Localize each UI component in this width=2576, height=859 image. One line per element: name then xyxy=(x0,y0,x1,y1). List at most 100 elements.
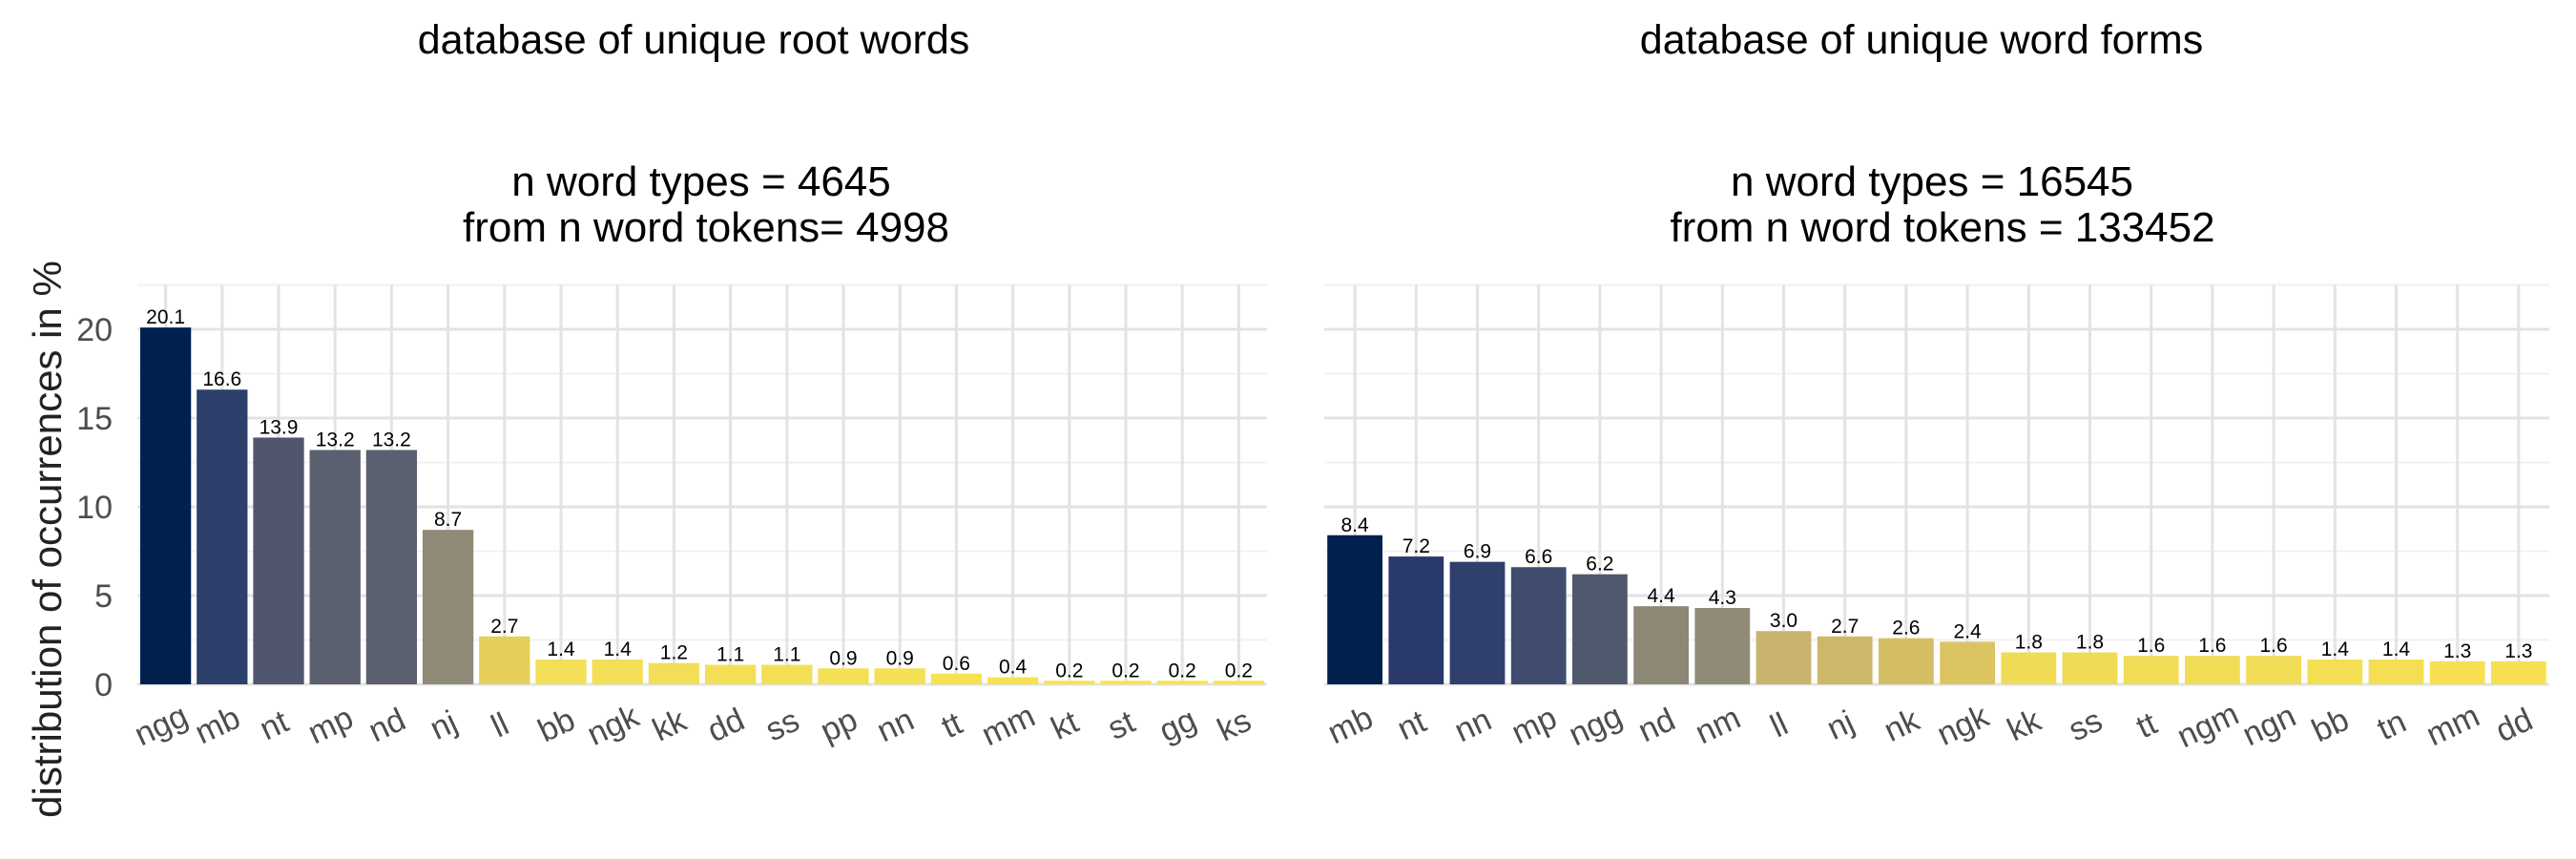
value-label-bb: 1.4 xyxy=(547,639,575,660)
value-label-tn: 1.4 xyxy=(2382,639,2411,660)
x-tick-label-nm: nm xyxy=(1690,700,1746,751)
value-label-tt: 1.6 xyxy=(2137,635,2165,657)
x-tick-label-ngk: ngk xyxy=(582,698,646,753)
x-tick-label-mp: mp xyxy=(302,700,359,751)
y-tick-label: 10 xyxy=(76,490,113,526)
value-label-nn: 6.9 xyxy=(1464,541,1491,563)
value-label-nt: 7.2 xyxy=(1402,535,1430,557)
panel-title-left: database of unique root words xyxy=(417,17,970,63)
value-label-mp: 6.6 xyxy=(1525,546,1552,568)
x-tick-label-ngn: ngn xyxy=(2237,698,2301,753)
x-tick-label-nd: nd xyxy=(364,702,411,749)
bar-bb xyxy=(2307,659,2363,684)
y-tick-label: 5 xyxy=(94,578,113,615)
x-tick-label-mb: mb xyxy=(190,700,246,751)
bar-ngg xyxy=(1572,574,1628,684)
bar-nk xyxy=(1879,638,1934,684)
bar-mm xyxy=(2429,660,2485,684)
value-label-nd: 13.2 xyxy=(372,429,411,450)
x-tick-label-ss: ss xyxy=(760,702,805,749)
bar-st xyxy=(1100,681,1152,684)
bar-mm xyxy=(987,677,1039,684)
x-tick-label-bb: bb xyxy=(2306,702,2354,749)
value-label-nn: 0.9 xyxy=(886,647,914,669)
x-tick-label-mp: mp xyxy=(1506,700,1563,751)
bar-nj xyxy=(1817,636,1873,684)
value-label-ss: 1.1 xyxy=(773,644,800,666)
panel-subtitle-left-line2: from n word tokens= 4998 xyxy=(463,204,949,251)
x-tick-label-tt: tt xyxy=(2130,705,2163,746)
bar-gg xyxy=(1156,681,1208,684)
bar-bb xyxy=(535,659,587,684)
bar-ngk xyxy=(592,659,643,684)
bar-mp xyxy=(309,450,361,684)
x-tick-label-nj: nj xyxy=(1821,703,1859,747)
bar-mp xyxy=(1510,567,1567,684)
x-tick-label-mm: mm xyxy=(2420,698,2484,753)
y-tick-label: 0 xyxy=(94,667,113,703)
x-tick-label-ss: ss xyxy=(2063,702,2108,749)
bar-ss xyxy=(761,664,813,684)
value-label-nj: 8.7 xyxy=(434,509,462,531)
y-tick-label: 20 xyxy=(76,312,113,348)
value-label-tt: 0.6 xyxy=(943,653,970,675)
x-tick-label-kk: kk xyxy=(2002,702,2047,748)
bar-tt xyxy=(2123,656,2179,684)
panel-subtitle-right-line2: from n word tokens = 133452 xyxy=(1670,204,2215,251)
value-label-ngm: 1.6 xyxy=(2198,635,2226,657)
x-tick-label-nt: nt xyxy=(254,703,294,748)
bar-ks xyxy=(1213,681,1265,684)
x-tick-label-mm: mm xyxy=(976,698,1040,753)
bar-pp xyxy=(818,668,869,684)
bar-mb xyxy=(197,389,248,684)
value-label-dd: 1.1 xyxy=(717,644,744,666)
bar-nt xyxy=(1388,556,1444,684)
value-label-ngg: 20.1 xyxy=(146,306,185,328)
x-tick-label-ngg: ngg xyxy=(1564,698,1628,753)
x-tick-label-nn: nn xyxy=(871,702,919,749)
bar-nn xyxy=(874,668,925,684)
x-tick-label-nn: nn xyxy=(1449,702,1497,749)
panel-subtitle-right-line1: n word types = 16545 xyxy=(1731,158,2133,205)
value-label-mb: 16.6 xyxy=(202,368,241,390)
value-label-pp: 0.9 xyxy=(829,647,857,669)
x-tick-label-ngm: ngm xyxy=(2171,696,2244,755)
x-tick-label-ngk: ngk xyxy=(1932,698,1996,753)
bar-tn xyxy=(2368,659,2424,684)
bar-ngm xyxy=(2185,656,2240,684)
x-tick-label-dd: dd xyxy=(2490,702,2538,749)
bar-nn xyxy=(1449,561,1506,684)
x-tick-label-ks: ks xyxy=(1212,702,1257,749)
value-label-st: 0.2 xyxy=(1111,660,1139,681)
x-tick-label-gg: gg xyxy=(1153,702,1201,749)
value-label-kt: 0.2 xyxy=(1055,660,1083,681)
x-tick-label-kt: kt xyxy=(1046,703,1085,747)
value-label-kk: 1.2 xyxy=(660,642,688,664)
panel-subtitle-left-line1: n word types = 4645 xyxy=(511,158,891,205)
value-label-ngk: 2.4 xyxy=(1953,620,1982,642)
value-label-mb: 8.4 xyxy=(1340,514,1369,536)
x-tick-label-pp: pp xyxy=(815,702,862,749)
bar-nd xyxy=(365,450,418,684)
bar-ll xyxy=(1755,631,1812,684)
x-tick-label-mb: mb xyxy=(1322,700,1379,751)
bar-nj xyxy=(422,530,474,684)
value-label-nd: 4.4 xyxy=(1647,585,1675,607)
x-tick-label-kk: kk xyxy=(647,702,693,748)
value-label-ll: 3.0 xyxy=(1770,610,1797,632)
value-label-ll: 2.7 xyxy=(490,616,518,638)
bar-kk xyxy=(648,662,700,684)
value-label-dd: 1.3 xyxy=(2504,640,2532,662)
bar-dd xyxy=(704,664,757,684)
value-label-ngn: 1.6 xyxy=(2259,635,2287,657)
x-tick-label-tn: tn xyxy=(2372,703,2412,747)
value-label-nt: 13.9 xyxy=(260,416,299,438)
x-tick-label-ll: ll xyxy=(1765,706,1794,745)
x-tick-label-nt: nt xyxy=(1392,703,1432,748)
x-tick-label-tt: tt xyxy=(936,705,968,746)
y-tick-label: 15 xyxy=(76,401,113,437)
bar-nt xyxy=(253,437,304,684)
value-label-ngg: 6.2 xyxy=(1586,554,1613,576)
bar-nd xyxy=(1633,606,1689,684)
value-label-gg: 0.2 xyxy=(1169,660,1196,681)
